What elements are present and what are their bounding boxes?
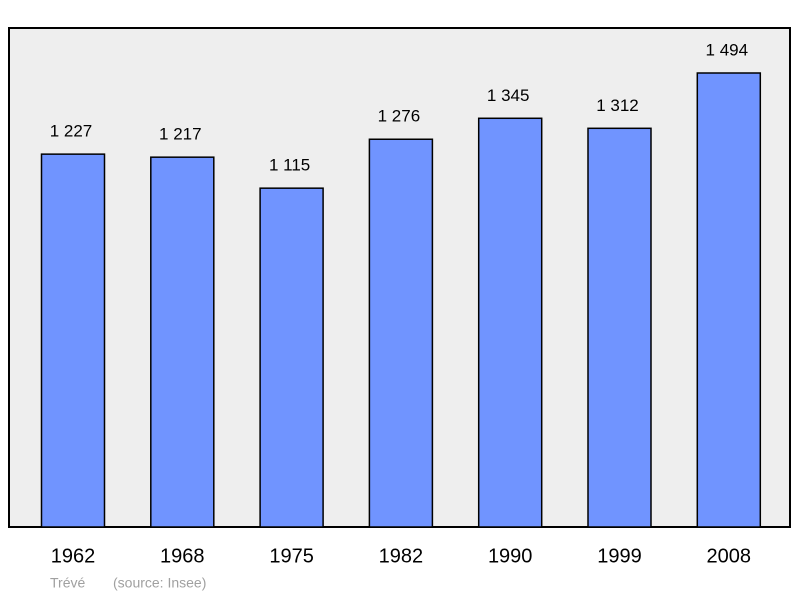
bar xyxy=(259,187,324,528)
value-label: 1 115 xyxy=(269,156,310,175)
bar xyxy=(368,138,434,528)
value-label: 1 312 xyxy=(596,96,639,115)
x-tick-label: 2008 xyxy=(707,545,752,567)
x-tick-label: 1999 xyxy=(597,545,642,567)
value-label: 1 345 xyxy=(487,86,530,105)
x-tick-label: 1990 xyxy=(488,545,533,567)
bar xyxy=(40,153,106,528)
bar xyxy=(477,117,543,528)
x-tick-label: 1968 xyxy=(160,545,205,567)
value-label: 1 217 xyxy=(159,125,202,144)
bar xyxy=(150,156,215,528)
bar xyxy=(696,72,762,528)
annotation-place: Trévé xyxy=(50,575,85,591)
bar xyxy=(587,127,652,528)
value-label: 1 494 xyxy=(706,40,749,59)
value-label: 1 227 xyxy=(50,122,93,141)
x-tick-label: 1982 xyxy=(379,545,424,567)
x-tick-label: 1975 xyxy=(269,545,314,567)
value-label: 1 276 xyxy=(378,107,421,126)
x-tick-label: 1962 xyxy=(51,545,96,567)
annotation-source: (source: Insee) xyxy=(113,575,206,591)
